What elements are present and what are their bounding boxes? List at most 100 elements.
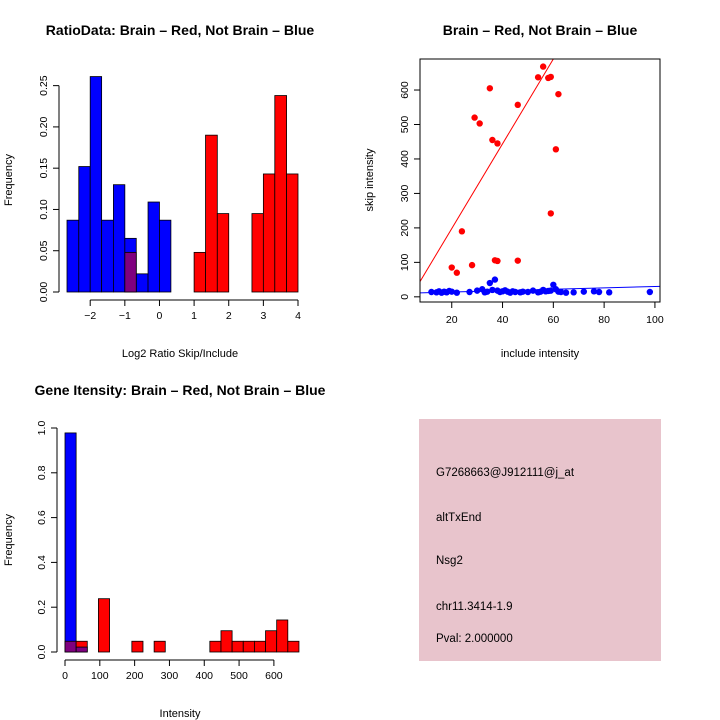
ratio-hist-blue-bar bbox=[66, 219, 80, 293]
scatter-x-tick-label: 20 bbox=[446, 314, 458, 326]
scatter-y-tick-label: 500 bbox=[399, 116, 411, 134]
brain-point bbox=[476, 120, 483, 127]
not-brain-point bbox=[512, 288, 519, 296]
info-panel: G7268663@J912111@j_at altTxEnd Nsg2 chr1… bbox=[419, 419, 661, 661]
scatter-plot-frame bbox=[419, 58, 661, 303]
intensity-hist-x-tick-label: 300 bbox=[161, 670, 179, 682]
intensity-hist-x-tick-label: 200 bbox=[126, 670, 144, 682]
brain-point bbox=[486, 85, 494, 92]
intensity-hist-x-tick-label: 0 bbox=[62, 670, 68, 682]
intensity-hist-y-tick-label: 1.0 bbox=[36, 421, 48, 436]
brain-point bbox=[539, 63, 547, 70]
ratio-hist-x-tick-label: 1 bbox=[191, 310, 197, 322]
ratio-hist-x-tick-label: 0 bbox=[157, 310, 163, 322]
intensity-hist-blue-bar bbox=[64, 432, 77, 653]
info-gene: Nsg2 bbox=[436, 555, 463, 567]
ratio-histogram-axes: −2 −1 0 1 2 3 4 0.00 0.05 0.10 0.15 0.20 0.25 bbox=[38, 75, 301, 322]
ratio-hist-red-bar bbox=[274, 95, 287, 293]
brain-point bbox=[547, 73, 554, 81]
not-brain-point bbox=[557, 288, 565, 296]
intensity-hist-overlap-bar bbox=[64, 640, 77, 653]
not-brain-point bbox=[486, 279, 494, 287]
not-brain-point bbox=[491, 276, 499, 283]
brain-point bbox=[453, 269, 461, 276]
intensity-hist-x-tick-label: 100 bbox=[91, 670, 109, 682]
scatter-y-tick-label: 100 bbox=[399, 253, 411, 271]
scatter-points bbox=[428, 63, 654, 296]
not-brain-point bbox=[484, 288, 491, 295]
info-event-type: altTxEnd bbox=[436, 512, 481, 524]
scatter-y-tick-label: 200 bbox=[399, 219, 411, 237]
not-brain-point bbox=[466, 288, 473, 296]
intensity-hist-red-bar bbox=[265, 630, 278, 653]
not-brain-point bbox=[595, 288, 603, 296]
ratio-hist-x-tick-label: −2 bbox=[84, 310, 96, 322]
not-brain-point bbox=[529, 287, 537, 294]
ratio-histogram-bars bbox=[66, 76, 299, 293]
intensity-histogram-axes: 0 100 200 300 400 500 600 0.0 0.2 0.4 0.6 0.8 1.0 bbox=[36, 421, 283, 682]
info-location: chr11.3414-1.9 bbox=[436, 601, 513, 613]
ratio-hist-red-bar bbox=[286, 173, 299, 293]
brain-point bbox=[552, 146, 560, 153]
scatter-axes: 20 40 60 80 100 0 100 200 300 400 500 600 bbox=[399, 81, 664, 326]
intensity-scatter-panel: Brain – Red, Not Brain – Blue include in… bbox=[364, 22, 664, 360]
intensity-hist-red-bar bbox=[287, 640, 300, 653]
ratio-hist-x-tick-label: 2 bbox=[226, 310, 232, 322]
info-panel-background bbox=[419, 419, 661, 661]
intensity-hist-y-tick-label: 0.8 bbox=[36, 465, 48, 480]
scatter-x-tick-label: 100 bbox=[646, 314, 664, 326]
ratio-hist-y-tick-label: 0.10 bbox=[38, 199, 50, 220]
brain-point bbox=[534, 74, 542, 81]
brain-point bbox=[514, 257, 521, 264]
ratio-histogram-title: RatioData: Brain – Red, Not Brain – Blue bbox=[46, 22, 315, 38]
not-brain-point bbox=[590, 288, 598, 295]
scatter-y-tick-label: 300 bbox=[399, 185, 411, 203]
scatter-y-tick-label: 0 bbox=[399, 294, 411, 300]
ratio-hist-y-tick-label: 0.15 bbox=[38, 158, 50, 179]
ratio-hist-red-bar bbox=[251, 213, 264, 293]
brain-point bbox=[448, 264, 455, 271]
not-brain-point bbox=[562, 289, 570, 296]
info-probe-id: G7268663@J912111@j_at bbox=[436, 467, 575, 479]
ratio-hist-x-tick-label: −1 bbox=[119, 310, 131, 322]
not-brain-point bbox=[524, 288, 532, 296]
intensity-histogram-panel: Gene Itensity: Brain – Red, Not Brain – … bbox=[3, 382, 326, 720]
intensity-hist-red-bar bbox=[276, 619, 289, 653]
info-pval: Pval: 2.000000 bbox=[436, 633, 513, 645]
ratio-hist-blue-bar bbox=[159, 219, 172, 293]
scatter-ylabel: skip intensity bbox=[364, 148, 376, 211]
ratio-hist-x-tick-label: 4 bbox=[295, 310, 301, 322]
intensity-histogram-title: Gene Itensity: Brain – Red, Not Brain – … bbox=[35, 382, 326, 398]
scatter-title: Brain – Red, Not Brain – Blue bbox=[443, 22, 638, 38]
intensity-hist-red-bar bbox=[131, 640, 144, 653]
brain-point bbox=[471, 114, 478, 121]
ratio-hist-blue-bar bbox=[135, 273, 149, 293]
not-brain-point bbox=[580, 288, 588, 295]
scatter-fit-lines bbox=[420, 59, 660, 294]
not-brain-point bbox=[489, 286, 496, 294]
brain-point bbox=[555, 90, 562, 98]
ratio-hist-y-tick-label: 0.00 bbox=[38, 282, 50, 303]
intensity-histogram-xlabel: Intensity bbox=[160, 708, 201, 720]
intensity-hist-y-tick-label: 0.0 bbox=[36, 645, 48, 660]
intensity-hist-red-bar bbox=[242, 640, 255, 653]
ratio-hist-red-bar bbox=[193, 251, 206, 293]
ratio-histogram-xlabel: Log2 Ratio Skip/Include bbox=[122, 348, 238, 360]
scatter-y-tick-label: 600 bbox=[399, 81, 411, 99]
brain-point bbox=[468, 261, 476, 269]
ratio-hist-red-bar bbox=[262, 173, 276, 293]
brain-point bbox=[494, 140, 501, 147]
intensity-histogram-bars bbox=[64, 432, 300, 653]
not-brain-point bbox=[473, 287, 481, 294]
intensity-hist-red-bar bbox=[75, 640, 88, 648]
scatter-x-tick-label: 80 bbox=[598, 314, 610, 326]
intensity-hist-overlap-bar bbox=[75, 646, 88, 653]
not-brain-point bbox=[453, 289, 461, 296]
ratio-hist-red-bar bbox=[205, 134, 218, 293]
intensity-hist-red-bar bbox=[220, 630, 233, 653]
ratio-hist-blue-bar bbox=[89, 76, 103, 293]
ratio-hist-blue-bar bbox=[101, 219, 114, 293]
ratio-hist-red-bar bbox=[216, 213, 230, 293]
brain-fit-line bbox=[420, 59, 554, 282]
